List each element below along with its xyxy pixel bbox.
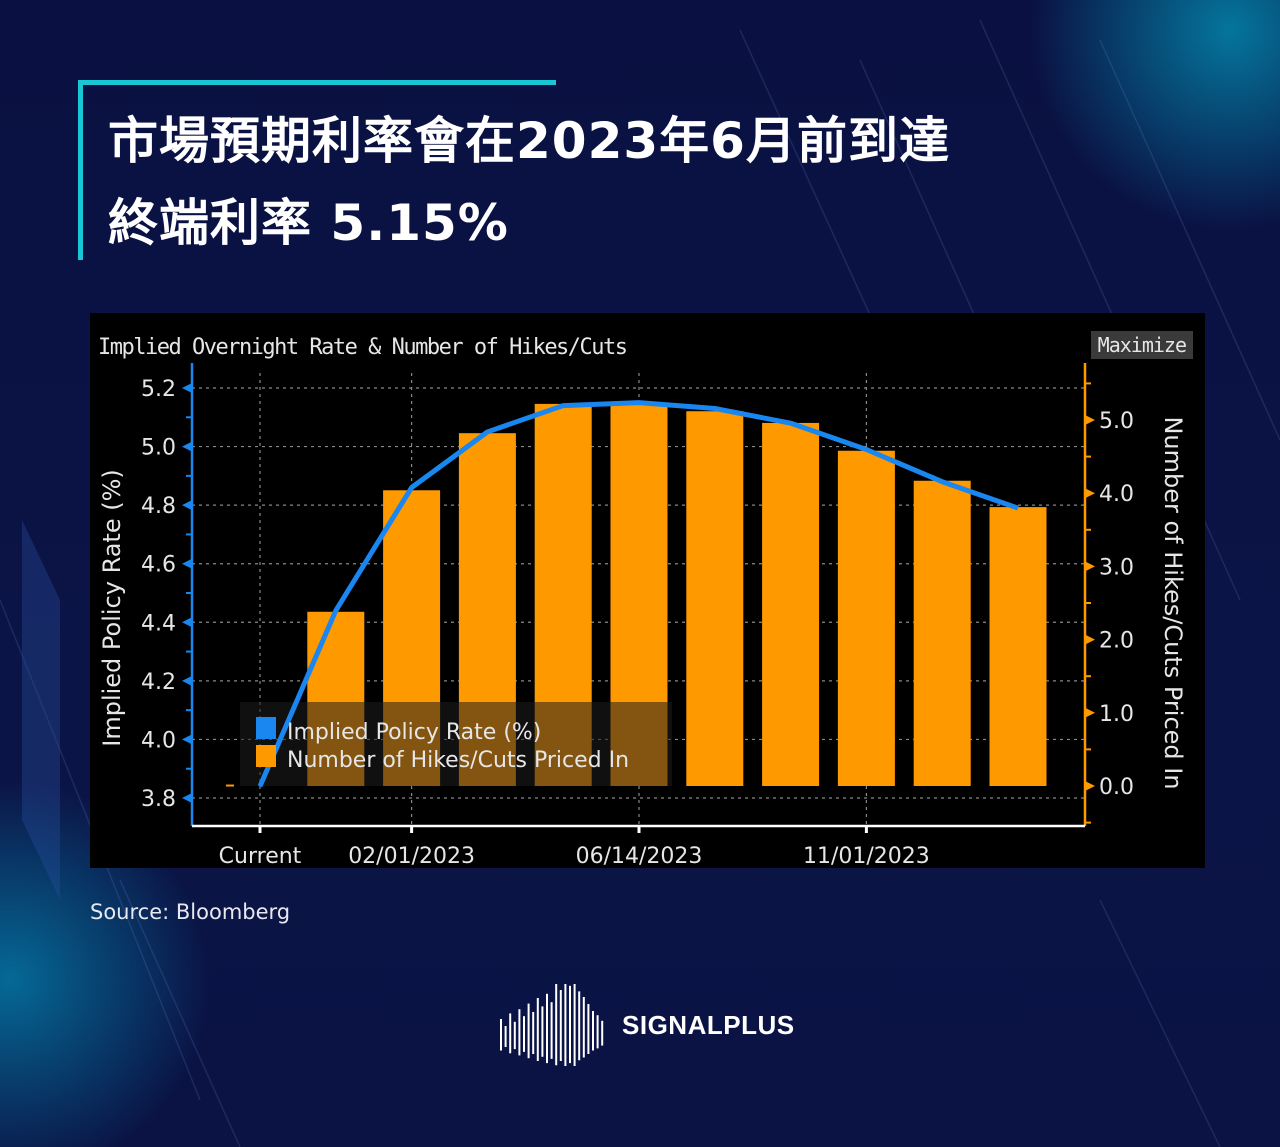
left-tick-marker (182, 793, 192, 803)
left-tick-label: 4.6 (141, 553, 176, 578)
left-tick-label: 4.2 (141, 670, 176, 695)
left-tick-marker (182, 734, 192, 745)
page-title: 市場預期利率會在2023年6月前到達 終端利率 5.15% (108, 100, 950, 264)
title-accent-bar-left (78, 80, 83, 260)
legend-box (240, 702, 672, 786)
legend-swatch-line (256, 717, 276, 739)
right-tick-label: 3.0 (1099, 555, 1134, 580)
left-tick-marker (182, 383, 192, 393)
right-tick-label: 4.0 (1099, 482, 1134, 507)
right-tick-label: 2.0 (1099, 629, 1134, 654)
chart-panel: Implied Overnight Rate & Number of Hikes… (90, 313, 1205, 868)
left-tick-marker (182, 617, 192, 628)
bar (913, 480, 971, 786)
x-tick-label: 06/14/2023 (576, 844, 703, 868)
left-tick-marker (182, 558, 192, 569)
legend-swatch-bars (256, 745, 276, 767)
logo-text: SIGNALPLUS (622, 1009, 795, 1040)
right-tick-marker (1085, 781, 1095, 791)
chart-svg: 3.8 4.0 4.2 4.4 4.6 4.8 5.0 5.2 Current 02/01/202… (98, 363, 1187, 868)
left-tick-label: 4.0 (141, 728, 176, 753)
right-tick-label: 1.0 (1099, 702, 1134, 727)
right-axis-label: Number of Hikes/Cuts Priced In (1159, 416, 1187, 789)
right-tick-marker (1085, 707, 1095, 718)
source-note: Source: Bloomberg (90, 900, 291, 924)
bar (837, 450, 895, 786)
legend-label-line: Implied Policy Rate (%) (287, 720, 541, 745)
left-tick-label: 5.0 (141, 436, 176, 461)
left-tick-label: 4.8 (141, 494, 176, 519)
left-tick-label: 3.8 (141, 787, 176, 812)
chart-title: Implied Overnight Rate & Number of Hikes… (98, 335, 628, 360)
left-tick-label: 5.2 (141, 377, 176, 402)
left-tick-label: 4.4 (141, 611, 176, 636)
right-tick-label: 5.0 (1099, 409, 1134, 434)
left-tick-marker (182, 500, 192, 511)
left-tick-marker (182, 675, 192, 686)
title-line-2: 終端利率 5.15% (108, 194, 509, 252)
right-tick-marker (1085, 488, 1095, 499)
title-accent-bar (78, 80, 556, 85)
x-tick-label: Current (219, 844, 302, 868)
waveform-logo-icon (500, 984, 604, 1066)
bar (989, 507, 1047, 786)
bar (686, 411, 744, 786)
x-tick-label: 11/01/2023 (803, 844, 930, 868)
right-tick-marker (1085, 634, 1095, 645)
bar (226, 784, 234, 787)
bar (762, 422, 820, 786)
x-tick-label: 02/01/2023 (348, 844, 475, 868)
legend-label-bars: Number of Hikes/Cuts Priced In (287, 748, 629, 773)
signalplus-logo: SIGNALPLUS (498, 984, 795, 1066)
right-tick-label: 0.0 (1099, 775, 1134, 800)
right-tick-marker (1085, 415, 1095, 425)
maximize-button[interactable]: Maximize (1090, 331, 1193, 359)
left-tick-marker (182, 441, 192, 452)
left-axis-label: Implied Policy Rate (%) (98, 469, 126, 747)
title-line-1: 市場預期利率會在2023年6月前到達 (108, 112, 950, 170)
right-tick-marker (1085, 561, 1095, 572)
